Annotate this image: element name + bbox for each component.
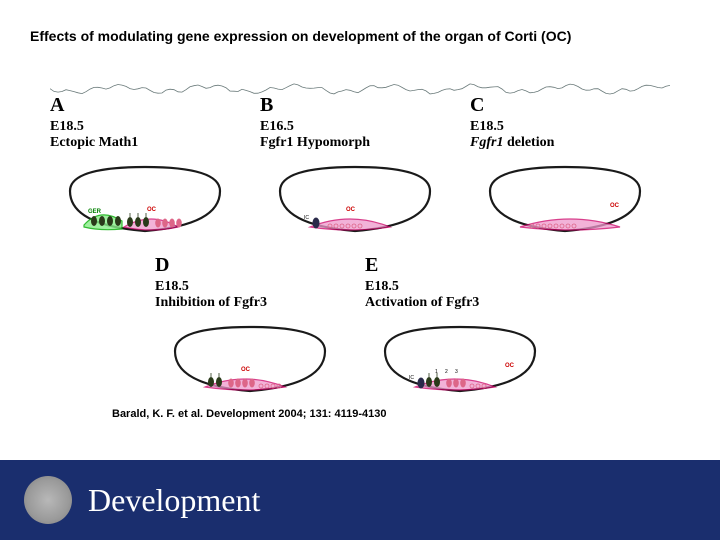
- panel-stage: E18.5: [365, 279, 565, 295]
- svg-text:3: 3: [455, 369, 458, 375]
- figure-panel-A: A E18.5Ectopic Math1 GER OC: [50, 94, 250, 252]
- svg-text:1: 1: [435, 369, 438, 375]
- svg-text:OC: OC: [147, 207, 157, 213]
- figure-area: AE18.5Ectopic Math1GEROCBE16.5Fgfr1 Hypo…: [50, 80, 670, 400]
- footer-bar: Development: [0, 460, 720, 540]
- panel-stage: E16.5: [260, 119, 460, 135]
- svg-text:OC: OC: [505, 363, 515, 369]
- cochlear-duct-diagram: GER OC: [50, 155, 240, 247]
- svg-text:IC: IC: [304, 215, 309, 221]
- panel-condition: Inhibition of Fgfr3: [155, 295, 355, 311]
- panel-stage: E18.5: [470, 119, 670, 135]
- cochlear-duct-diagram: OC: [470, 155, 660, 247]
- cochlear-duct-diagram: OC IC: [260, 155, 450, 247]
- figure-panel-D: D E18.5Inhibition of Fgfr3 OC: [155, 254, 355, 412]
- figure-panel-C: C E18.5Fgfr1 deletion OC: [470, 94, 670, 252]
- svg-text:OC: OC: [241, 367, 251, 373]
- panel-stage: E18.5: [155, 279, 355, 295]
- panel-letter: C: [470, 94, 670, 117]
- panel-condition: Fgfr1 Hypomorph: [260, 135, 460, 151]
- svg-text:IC: IC: [409, 375, 414, 381]
- svg-text:OC: OC: [610, 203, 620, 209]
- citation-text: Barald, K. F. et al. Development 2004; 1…: [112, 408, 387, 420]
- footer-seal-icon: [24, 476, 72, 524]
- panel-letter: B: [260, 94, 460, 117]
- page-title: Effects of modulating gene expression on…: [30, 28, 571, 44]
- svg-text:OC: OC: [346, 207, 356, 213]
- panel-condition: Ectopic Math1: [50, 135, 250, 151]
- panel-stage: E18.5: [50, 119, 250, 135]
- figure-panel-B: B E16.5Fgfr1 Hypomorph OC IC: [260, 94, 460, 252]
- panel-letter: A: [50, 94, 250, 117]
- figure-panel-E: E E18.5Activation of Fgfr3 OC IC 1 2 3: [365, 254, 565, 412]
- panel-condition: Activation of Fgfr3: [365, 295, 565, 311]
- panel-letter: D: [155, 254, 355, 277]
- svg-text:GER: GER: [88, 209, 102, 215]
- svg-text:2: 2: [445, 369, 448, 375]
- cochlear-duct-diagram: OC: [155, 315, 345, 407]
- cochlear-duct-diagram: OC IC 1 2 3: [365, 315, 555, 407]
- panel-letter: E: [365, 254, 565, 277]
- footer-journal-logo: Development: [88, 482, 260, 519]
- panel-condition: Fgfr1 deletion: [470, 135, 670, 151]
